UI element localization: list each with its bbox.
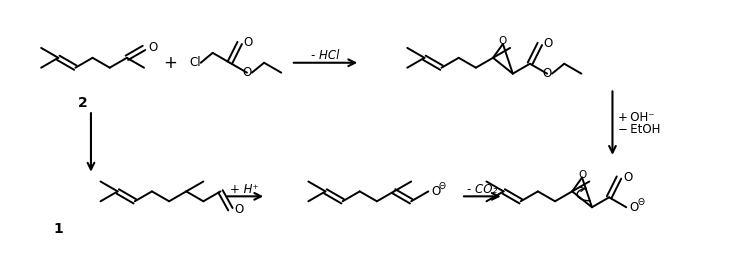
Text: O: O: [244, 37, 253, 49]
Text: - HCl: - HCl: [311, 49, 340, 62]
Text: 2: 2: [78, 96, 88, 110]
Text: − EtOH: − EtOH: [618, 123, 661, 136]
Text: O: O: [544, 37, 553, 50]
Text: Cl: Cl: [189, 56, 201, 69]
Text: O: O: [234, 203, 244, 216]
Text: + OH⁻: + OH⁻: [618, 111, 655, 124]
Text: +: +: [163, 54, 177, 72]
Text: O: O: [148, 41, 158, 54]
Text: O: O: [623, 171, 632, 184]
Text: O: O: [431, 185, 441, 198]
Text: O: O: [629, 201, 638, 214]
Text: O: O: [578, 170, 586, 180]
Text: 1: 1: [53, 222, 63, 236]
Text: O: O: [542, 67, 552, 80]
Text: Θ: Θ: [637, 198, 644, 207]
Text: O: O: [242, 66, 252, 79]
Text: + H⁺: + H⁺: [230, 183, 259, 196]
Text: O: O: [499, 36, 507, 46]
Text: - CO₂: - CO₂: [467, 183, 498, 196]
Text: Θ: Θ: [438, 182, 445, 191]
